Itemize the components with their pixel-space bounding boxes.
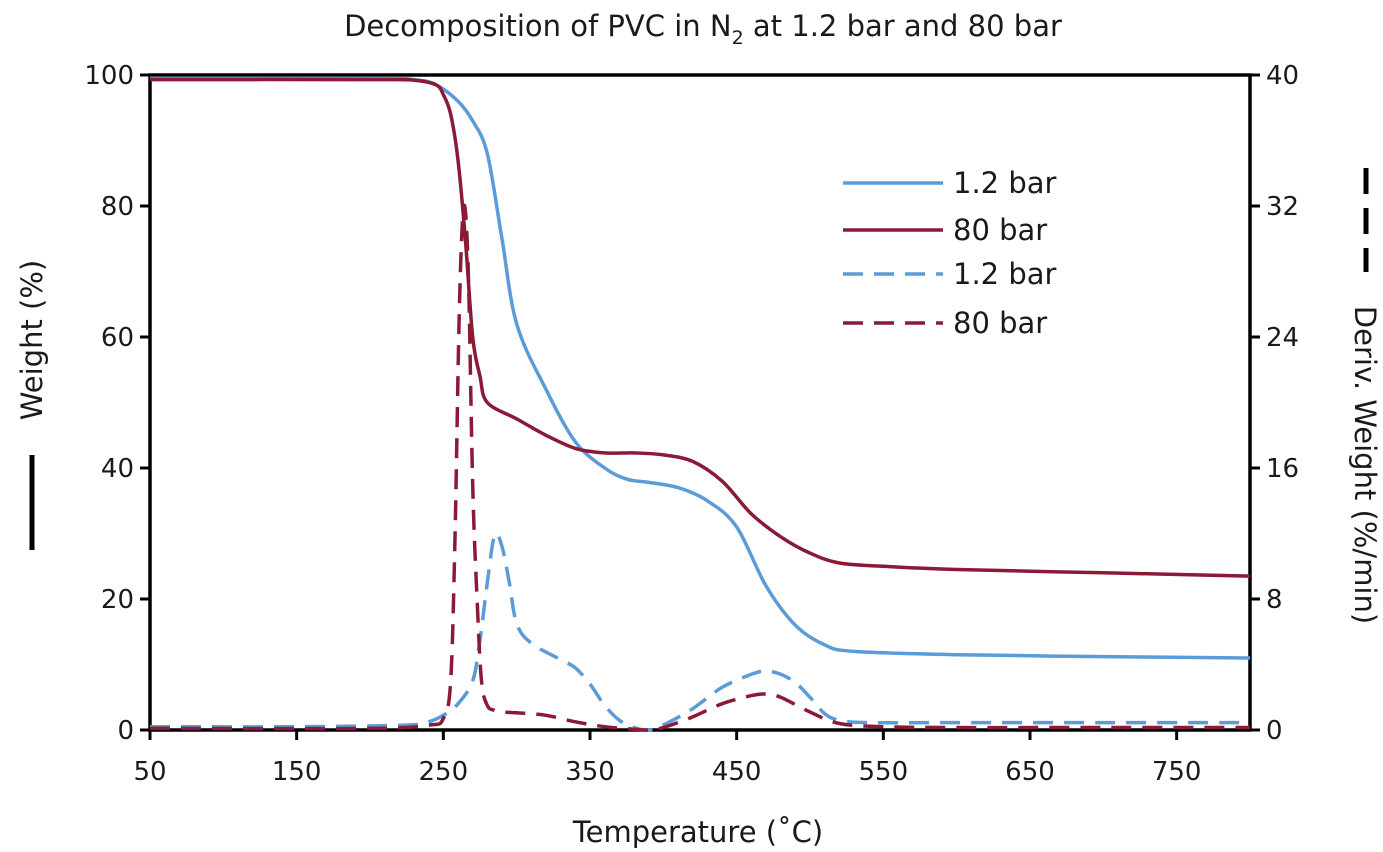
y-right-tick-label: 24: [1266, 323, 1299, 353]
y-left-tick-label: 40: [101, 454, 134, 484]
x-tick-label: 650: [1005, 757, 1055, 787]
x-tick-label: 750: [1152, 757, 1202, 787]
series-line-dashed-2: [149, 531, 1250, 732]
chart-title-main: Decomposition of PVC in N: [344, 9, 732, 43]
legend: 1.2 bar 80 bar 1.2 bar 80 bar: [843, 166, 1057, 340]
x-tick-label: 50: [133, 757, 166, 787]
legend-label-2: 1.2 bar: [953, 257, 1057, 291]
y-left-tick-label: 0: [117, 716, 134, 746]
legend-label-1: 80 bar: [953, 213, 1047, 247]
x-tick-label: 450: [712, 757, 762, 787]
series-line-dashed-3: [149, 203, 1250, 732]
y-right-tick-label: 32: [1266, 192, 1299, 222]
chart-title-subscript: 2: [732, 27, 744, 49]
x-tick-label: 150: [272, 757, 322, 787]
y-left-tick-label: 100: [84, 61, 134, 91]
x-axis-title: Temperature (˚C): [572, 815, 823, 849]
plot-frame: [148, 73, 1252, 732]
chart-title: Decomposition of PVC in N2 at 1.2 bar an…: [344, 9, 1062, 49]
chart-title-suffix: at 1.2 bar and 80 bar: [744, 9, 1062, 43]
y-right-tick-label: 0: [1266, 716, 1283, 746]
y-right-axis-title: Deriv. Weight (%/min): [1348, 306, 1382, 624]
x-tick-label: 350: [565, 757, 615, 787]
y-left-tick-label: 60: [101, 323, 134, 353]
y-right-tick-label: 40: [1266, 61, 1299, 91]
y-left-tick-label: 80: [101, 192, 134, 222]
x-tick-label: 550: [859, 757, 909, 787]
y-left-tick-label: 20: [101, 585, 134, 615]
y-left-axis-ticks: 0 20 40 60 80 100: [84, 61, 150, 746]
y-left-axis-title-group: Weight (%): [15, 260, 49, 550]
y-right-tick-label: 8: [1266, 585, 1283, 615]
y-left-axis-title: Weight (%): [15, 260, 49, 420]
legend-label-0: 1.2 bar: [953, 166, 1057, 200]
y-right-tick-label: 16: [1266, 454, 1299, 484]
series-line-solid-1: [149, 77, 1251, 578]
y-right-axis-ticks: 0 8 16 24 32 40: [1250, 61, 1299, 746]
series-lines: [149, 76, 1251, 732]
x-tick-label: 250: [419, 757, 469, 787]
y-right-axis-title-group: Deriv. Weight (%/min): [1348, 168, 1382, 624]
x-axis-ticks: 50 150 250 350 450 550 650 750: [133, 730, 1201, 787]
series-line-solid-0: [149, 76, 1251, 660]
legend-label-3: 80 bar: [953, 306, 1047, 340]
